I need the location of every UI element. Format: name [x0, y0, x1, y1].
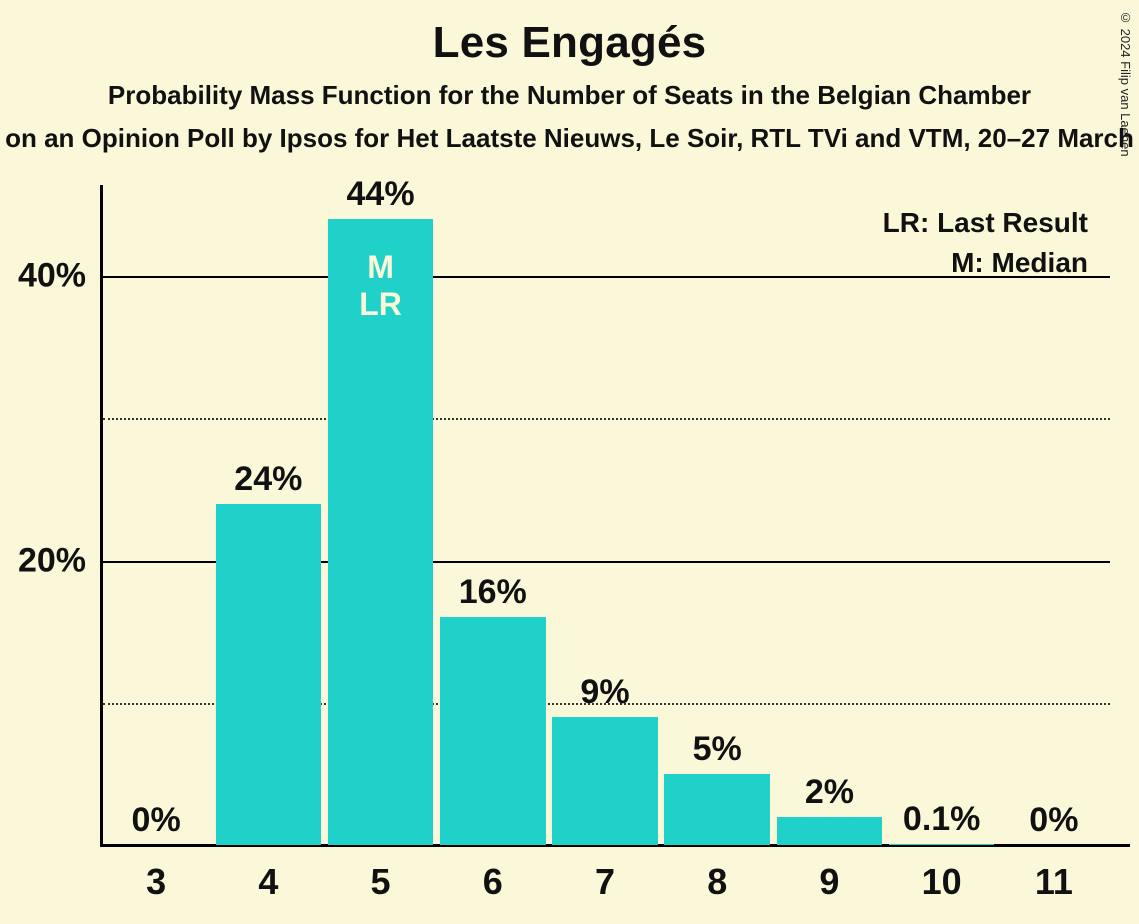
bar: [889, 844, 994, 845]
x-tick-label: 9: [819, 861, 839, 903]
x-tick-label: 8: [707, 861, 727, 903]
bar-value-label: 5%: [693, 730, 742, 769]
bar-value-label: 16%: [459, 573, 527, 612]
x-tick-label: 4: [258, 861, 278, 903]
bar-value-label: 0%: [132, 801, 181, 840]
bar-value-label: 0.1%: [903, 800, 981, 839]
bar: [216, 504, 321, 845]
bar: [552, 717, 657, 845]
bar-value-label: 24%: [234, 460, 302, 499]
chart-subtitle-1: Probability Mass Function for the Number…: [0, 80, 1139, 111]
x-tick-label: 3: [146, 861, 166, 903]
chart-title: Les Engagés: [0, 18, 1139, 68]
gridline-minor: [103, 418, 1110, 420]
y-tick-label: 40%: [18, 257, 86, 296]
legend-m: M: Median: [951, 247, 1088, 279]
bar-value-label: 2%: [805, 773, 854, 812]
bar-value-label: 0%: [1029, 801, 1078, 840]
y-tick-label: 20%: [18, 541, 86, 580]
chart-titles: Les Engagés Probability Mass Function fo…: [0, 18, 1139, 154]
x-tick-label: 6: [483, 861, 503, 903]
bar-value-label: 44%: [347, 175, 415, 214]
x-tick-label: 5: [371, 861, 391, 903]
plot-area: 20%40%0%324%444%MLR516%69%75%82%90.1%100…: [100, 205, 1110, 845]
bar: [777, 817, 882, 845]
bar-marker-label: MLR: [359, 249, 402, 323]
chart-subtitle-2: on an Opinion Poll by Ipsos for Het Laat…: [0, 123, 1139, 154]
y-axis: [100, 185, 103, 845]
bar: [664, 774, 769, 845]
bar-value-label: 9%: [580, 673, 629, 712]
x-tick-label: 7: [595, 861, 615, 903]
x-tick-label: 11: [1035, 861, 1073, 903]
x-tick-label: 10: [922, 861, 962, 903]
chart-root: © 2024 Filip van Laenen Les Engagés Prob…: [0, 0, 1139, 924]
legend-lr: LR: Last Result: [883, 207, 1088, 239]
bar: [440, 617, 545, 845]
